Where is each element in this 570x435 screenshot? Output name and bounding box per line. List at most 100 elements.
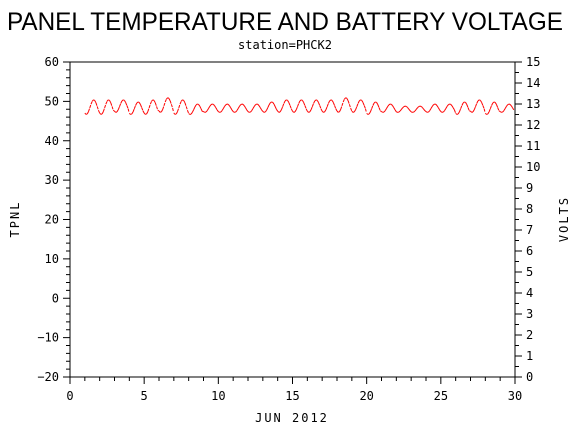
voltage-series-segment: [221, 111, 222, 112]
voltage-series-segment: [237, 109, 238, 111]
y-left-tick-label: 0: [52, 291, 59, 305]
voltage-series-segment: [189, 114, 190, 115]
chart-subtitle: station=PHCK2: [238, 38, 332, 52]
voltage-series-segment: [404, 106, 405, 107]
y-left-tick-label: −10: [37, 331, 59, 345]
voltage-series-segment: [498, 108, 499, 111]
voltage-series-segment: [119, 104, 120, 107]
y-right-tick-label: 2: [526, 328, 533, 342]
voltage-series-segment: [314, 101, 315, 104]
voltage-series-segment: [159, 111, 160, 112]
voltage-series-segment: [307, 111, 308, 112]
voltage-series-segment: [110, 100, 111, 102]
voltage-series-segment: [327, 104, 328, 107]
voltage-series-segment: [123, 100, 124, 101]
voltage-series-segment: [118, 107, 119, 110]
voltage-series-segment: [472, 112, 473, 113]
voltage-series-segment: [233, 112, 234, 113]
voltage-series-segment: [391, 104, 392, 105]
voltage-series-segment: [409, 109, 410, 111]
voltage-series-segment: [222, 109, 223, 111]
voltage-series-segment: [273, 102, 274, 104]
voltage-series-segment: [346, 98, 347, 99]
voltage-series-segment: [441, 112, 442, 113]
voltage-series-segment: [131, 114, 132, 115]
voltage-series-segment: [215, 106, 216, 108]
voltage-series-segment: [150, 101, 151, 104]
voltage-series-segment: [164, 102, 165, 106]
voltage-series-segment: [187, 110, 188, 113]
voltage-series-segment: [269, 103, 270, 105]
voltage-series-segment: [341, 106, 342, 110]
voltage-series-segment: [229, 106, 230, 108]
voltage-series-segment: [186, 106, 187, 110]
voltage-series-segment: [169, 98, 170, 100]
voltage-series-segment: [487, 114, 488, 115]
voltage-series-segment: [171, 104, 172, 108]
voltage-series-segment: [389, 104, 390, 105]
voltage-series-segment: [331, 100, 332, 101]
voltage-series-segment: [294, 112, 295, 113]
voltage-series-segment: [137, 102, 138, 103]
voltage-series-segment: [111, 103, 112, 107]
voltage-series-segment: [279, 112, 280, 113]
voltage-series-segment: [238, 106, 239, 108]
x-tick-label: 30: [508, 389, 522, 403]
voltage-series-segment: [259, 106, 260, 108]
y-right-tick-label: 4: [526, 286, 533, 300]
series-layer: [85, 98, 514, 115]
y-right-tick-label: 9: [526, 181, 533, 195]
voltage-series-segment: [195, 105, 196, 107]
voltage-series-segment: [306, 109, 307, 112]
voltage-series-segment: [148, 108, 149, 112]
voltage-series-segment: [447, 105, 448, 107]
voltage-series-segment: [351, 108, 352, 111]
voltage-series-segment: [90, 104, 91, 108]
voltage-series-segment: [158, 110, 159, 111]
voltage-series-segment: [417, 107, 418, 108]
voltage-series-segment: [122, 100, 123, 101]
voltage-series-segment: [393, 106, 394, 108]
y-right-tick-label: 5: [526, 265, 533, 279]
voltage-series-segment: [206, 111, 207, 112]
voltage-series-segment: [98, 110, 99, 113]
voltage-series-segment: [320, 105, 321, 108]
voltage-series-segment: [339, 109, 340, 111]
voltage-series-segment: [388, 105, 389, 107]
y-right-tick-label: 14: [526, 76, 540, 90]
voltage-series-segment: [170, 101, 171, 105]
y-left-tick-label: 50: [45, 94, 59, 108]
voltage-series-segment: [463, 102, 464, 103]
voltage-series-segment: [295, 110, 296, 112]
voltage-series-segment: [400, 110, 401, 112]
voltage-series-segment: [258, 104, 259, 105]
voltage-series-segment: [180, 101, 181, 104]
voltage-series-segment: [254, 105, 255, 107]
voltage-series-segment: [424, 109, 425, 111]
voltage-series-segment: [478, 100, 479, 101]
y-right-tick-label: 10: [526, 160, 540, 174]
voltage-series-segment: [275, 107, 276, 110]
voltage-series-segment: [415, 110, 416, 112]
voltage-series-segment: [134, 106, 135, 109]
voltage-series-segment: [300, 100, 301, 101]
voltage-series-segment: [239, 105, 240, 107]
y-left-tick-label: 30: [45, 173, 59, 187]
voltage-series-segment: [217, 110, 218, 112]
voltage-series-segment: [225, 105, 226, 107]
voltage-series-segment: [91, 101, 92, 104]
x-tick-label: 10: [211, 389, 225, 403]
voltage-series-segment: [328, 101, 329, 104]
voltage-series-segment: [438, 108, 439, 110]
voltage-series-segment: [207, 109, 208, 111]
voltage-series-segment: [252, 109, 253, 111]
voltage-series-segment: [101, 114, 102, 115]
voltage-series-segment: [456, 113, 457, 114]
voltage-series-segment: [243, 104, 244, 105]
voltage-series-segment: [475, 104, 476, 107]
voltage-series-segment: [316, 100, 317, 101]
voltage-series-segment: [147, 111, 148, 113]
voltage-series-segment: [459, 109, 460, 112]
voltage-series-segment: [416, 108, 417, 110]
voltage-series-segment: [422, 107, 423, 109]
